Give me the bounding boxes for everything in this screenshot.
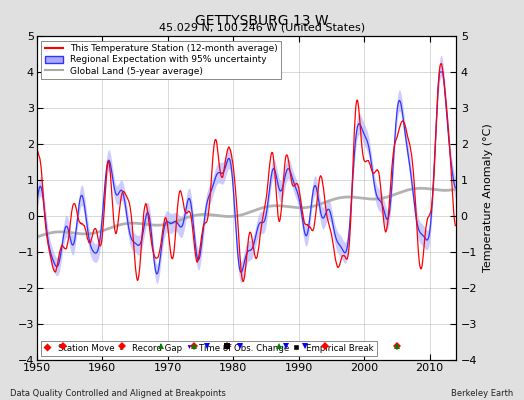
Text: Data Quality Controlled and Aligned at Breakpoints: Data Quality Controlled and Aligned at B… (10, 389, 226, 398)
Y-axis label: Temperature Anomaly (°C): Temperature Anomaly (°C) (483, 124, 493, 272)
Legend: Station Move, Record Gap, Time of Obs. Change, Empirical Break: Station Move, Record Gap, Time of Obs. C… (41, 341, 377, 356)
Text: 45.029 N, 100.246 W (United States): 45.029 N, 100.246 W (United States) (159, 22, 365, 32)
Text: GETTYSBURG 13 W: GETTYSBURG 13 W (195, 14, 329, 28)
Text: Berkeley Earth: Berkeley Earth (451, 389, 514, 398)
